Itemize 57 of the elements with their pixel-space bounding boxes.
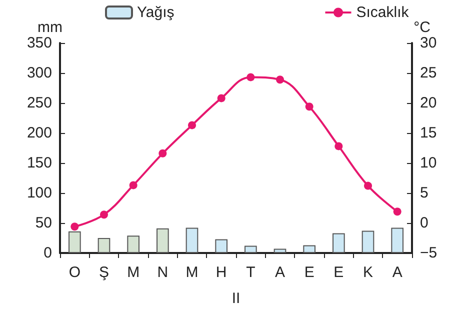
legend-label: Yağış (137, 4, 174, 21)
y-tick-label: 300 (26, 64, 52, 82)
bar (332, 233, 345, 253)
y-tick-label: 0 (44, 244, 52, 262)
y-tick-label: 100 (26, 184, 52, 202)
point (217, 94, 226, 102)
point (100, 210, 108, 219)
x-tick-label: N (157, 264, 168, 281)
y-tick-label: 50 (35, 214, 52, 232)
bar (215, 239, 228, 253)
bar (127, 236, 140, 253)
bar (244, 246, 257, 253)
y2-tick-label: 10 (420, 154, 437, 172)
x-tick-label: E (304, 264, 314, 281)
x-tick-label: M (186, 264, 198, 281)
bar (303, 245, 316, 253)
bar (274, 248, 286, 253)
y2-axis-title: °C (414, 19, 431, 36)
bar (362, 230, 374, 253)
x-tick-label: O (68, 264, 81, 281)
x-tick-label: A (392, 264, 402, 281)
point (70, 222, 79, 231)
x-tick-label: Ş (98, 264, 110, 281)
point (158, 149, 167, 158)
point (334, 142, 343, 150)
x-tick-label: E (334, 264, 344, 281)
x-tick-label: M (127, 264, 140, 281)
y-tick-label: 150 (26, 154, 52, 172)
bar (156, 228, 169, 253)
y-axis-title: mm (38, 19, 62, 36)
point (246, 73, 255, 82)
bar (68, 231, 81, 253)
y-tick-label: 250 (26, 94, 52, 112)
y2-tick-label: 25 (420, 64, 437, 82)
bar (391, 228, 404, 253)
point (393, 208, 402, 216)
x-tick-label: K (362, 264, 374, 281)
x-axis-title: II (232, 290, 240, 307)
x-tick-label: H (216, 264, 227, 281)
point (188, 121, 196, 130)
y2-tick-label: 15 (420, 124, 437, 142)
bar (98, 238, 110, 253)
point (129, 181, 138, 190)
y2-tick-label: 20 (420, 94, 437, 112)
point (305, 102, 314, 111)
point (276, 76, 284, 84)
x-tick-label: T (246, 264, 256, 281)
y2-tick-label: 5 (420, 184, 428, 202)
x-tick-label: A (274, 264, 286, 281)
y2-tick-label: −5 (420, 244, 438, 262)
y-tick-label: 200 (26, 124, 52, 142)
y-tick-label: 350 (26, 34, 52, 52)
y2-tick-label: 0 (420, 214, 428, 232)
legend-label: Sıcaklık (356, 4, 410, 21)
y2-tick-label: 30 (420, 34, 437, 52)
bar (186, 228, 198, 253)
point (364, 182, 372, 190)
